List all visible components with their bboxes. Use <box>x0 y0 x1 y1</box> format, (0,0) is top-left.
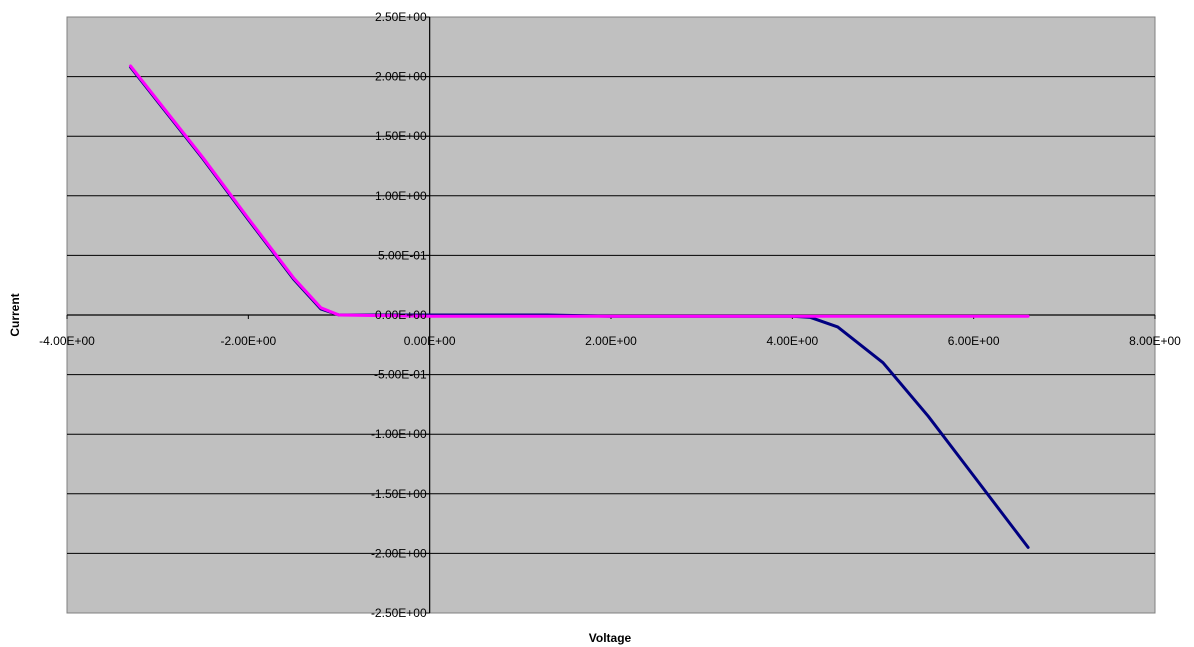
gridlines <box>67 76 1155 554</box>
y-tick-label: 5.00E-01 <box>378 248 427 262</box>
y-tick-label: 2.00E+00 <box>375 70 427 84</box>
y-tick-label: 0.00E+00 <box>375 308 427 322</box>
y-tick-label: -5.00E-01 <box>374 368 427 382</box>
x-tick-label: 6.00E+00 <box>948 334 1000 348</box>
tick-labels: -4.00E+00 -2.00E+00 0.00E+00 2.00E+00 4.00E+… <box>39 10 1181 620</box>
y-tick-label: -1.50E+00 <box>371 487 427 501</box>
x-tick-label: 0.00E+00 <box>404 334 456 348</box>
y-tick-label: 1.00E+00 <box>375 189 427 203</box>
x-tick-label: 8.00E+00 <box>1129 334 1181 348</box>
x-tick-label: 2.00E+00 <box>585 334 637 348</box>
series-lines <box>129 64 1030 549</box>
series-line-2 <box>129 64 1030 318</box>
x-axis-title: Voltage <box>589 631 632 645</box>
y-tick-label: 2.50E+00 <box>375 10 427 24</box>
x-tick-label: -4.00E+00 <box>39 334 95 348</box>
y-tick-label: 1.50E+00 <box>375 129 427 143</box>
x-tick-label: -2.00E+00 <box>220 334 276 348</box>
y-tick-label: -2.00E+00 <box>371 546 427 560</box>
x-tick-label: 4.00E+00 <box>766 334 818 348</box>
y-axis-title: Current <box>8 293 22 336</box>
y-tick-label: -2.50E+00 <box>371 606 427 620</box>
y-tick-label: -1.00E+00 <box>371 427 427 441</box>
